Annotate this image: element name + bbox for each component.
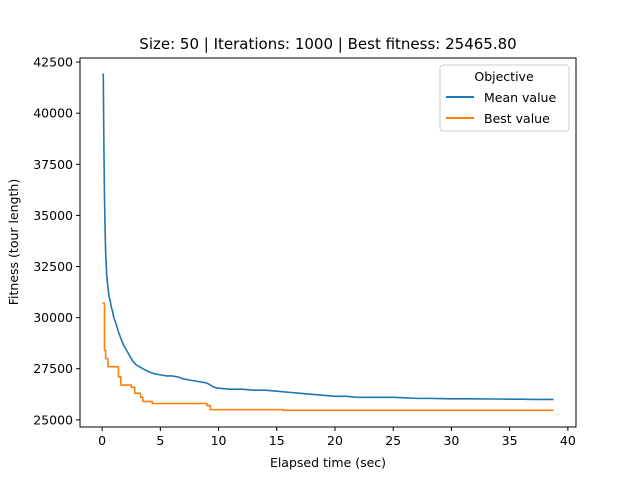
x-tick-label: 40 — [560, 433, 576, 448]
legend-label-mean-value: Mean value — [484, 90, 556, 105]
x-tick-label: 15 — [269, 433, 285, 448]
series-line-best-value — [102, 302, 554, 412]
chart-title: Size: 50 | Iterations: 1000 | Best fitne… — [139, 35, 516, 53]
plot-frame — [79, 57, 577, 428]
series-line-mean-value — [102, 73, 554, 401]
y-tick-label: 35000 — [33, 208, 73, 223]
legend-box — [439, 64, 570, 132]
x-tick-label: 30 — [443, 433, 459, 448]
axis-layer: 0 5 10 15 20 25 30 35 40 25000 27500 30000 32500 3500… — [33, 55, 576, 448]
y-tick-label: 25000 — [33, 412, 73, 427]
y-tick-label: 37500 — [33, 157, 73, 172]
x-tick-label: 35 — [502, 433, 518, 448]
x-tick-label: 10 — [211, 433, 227, 448]
x-tick-label: 0 — [98, 433, 106, 448]
x-tick-label: 5 — [156, 433, 164, 448]
y-axis-label: Fitness (tour length) — [6, 179, 21, 305]
legend-title: Objective — [474, 69, 534, 84]
x-tick-label: 25 — [385, 433, 401, 448]
y-tick-label: 30000 — [33, 310, 73, 325]
x-tick-label: 20 — [327, 433, 343, 448]
y-tick-label: 27500 — [33, 361, 73, 376]
y-tick-label: 40000 — [33, 106, 73, 121]
y-tick-label: 32500 — [33, 259, 73, 274]
legend: Objective Mean value Best value — [439, 64, 570, 132]
series-layer — [102, 73, 554, 412]
y-tick-label: 42500 — [33, 55, 73, 70]
legend-label-best-value: Best value — [484, 111, 550, 126]
x-axis-label: Elapsed time (sec) — [270, 455, 386, 470]
